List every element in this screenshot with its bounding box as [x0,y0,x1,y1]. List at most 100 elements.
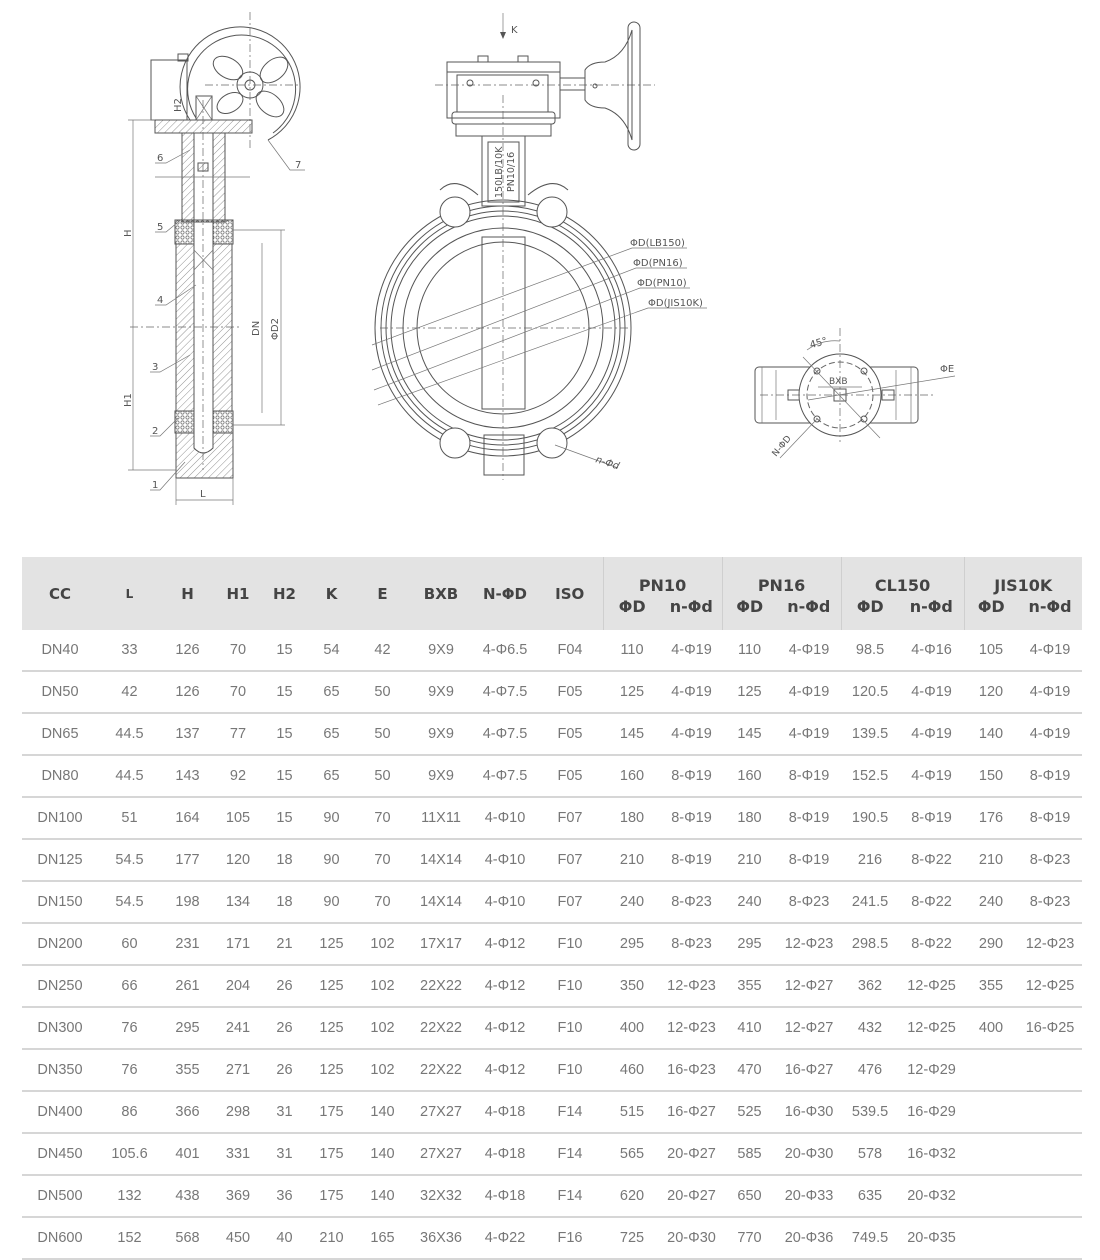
table-cell: 298 [214,1091,262,1134]
table-cell: 42 [98,671,161,714]
table-cell: 4-Φ19 [777,630,842,672]
table-cell: 8-Φ22 [899,839,965,882]
table-cell: 22X22 [409,1049,473,1092]
handwheel-rim [179,26,301,141]
table-cell: F07 [537,839,603,882]
header-h2: H2 [262,557,307,630]
top-view-drawing: 45° BXB ΦE N-ΦD [754,328,956,459]
table-cell: 568 [161,1217,214,1260]
table-cell: 27X27 [409,1133,473,1176]
subheader-cl150-nd: n-Φd [899,595,965,630]
table-cell: 12-Φ27 [777,1007,842,1050]
table-cell: 20-Φ32 [899,1175,965,1218]
table-cell: 125 [307,923,356,966]
table-cell: 11X11 [409,797,473,840]
table-row: DN50 42 126 70 15 65 50 9X9 4-Φ7.5 F05 125 4-Φ19 125… [22,671,1083,714]
table-cell: DN65 [22,713,98,756]
table-cell: 4-Φ19 [899,671,965,714]
table-cell: 400 [964,1007,1019,1050]
table-cell: 401 [161,1133,214,1176]
label-d2: ΦD2 [270,318,281,340]
table-row: DN300 76 295 241 26 125 102 22X22 4-Φ12 F10 400 12-… [22,1007,1083,1050]
table-cell: 9X9 [409,630,473,672]
table-cell: 180 [722,797,778,840]
table-cell: 261 [161,965,214,1008]
table-cell: 21 [262,923,307,966]
table-cell: 578 [841,1133,900,1176]
table-cell: F05 [537,671,603,714]
table-cell: F10 [537,923,603,966]
table-cell: 4-Φ16 [899,630,965,672]
table-cell: 650 [722,1175,778,1218]
table-cell: 4-Φ10 [473,881,537,924]
table-cell: 120.5 [841,671,900,714]
table-cell: 240 [722,881,778,924]
header-h1: H1 [214,557,262,630]
table-cell: 102 [356,923,409,966]
table-cell: 362 [841,965,900,1008]
table-cell: 16-Φ27 [661,1091,723,1134]
subheader-pn16-d: ΦD [721,595,778,630]
table-cell: 105 [214,797,262,840]
table-cell: 70 [356,881,409,924]
table-cell: 4-Φ10 [473,839,537,882]
table-row: DN400 86 366 298 31 175 140 27X27 4-Φ18 F14 515 16-… [22,1091,1083,1134]
label-part-4: 4 [157,295,163,306]
table-cell: 160 [603,755,661,798]
table-cell: 32X32 [409,1175,473,1218]
table-cell [964,1049,1019,1092]
label-e: ΦE [940,364,954,375]
table-cell: F07 [537,881,603,924]
table-cell: 12-Φ23 [777,923,842,966]
table-cell: 40 [262,1217,307,1260]
table-cell: 110 [722,630,778,672]
table-cell: 4-Φ19 [1018,713,1083,756]
table-cell: 140 [356,1133,409,1176]
table-cell: 4-Φ19 [777,713,842,756]
subheader-pn10-nd: n-Φd [661,595,723,630]
table-cell: F10 [537,1007,603,1050]
subheader-pn10-d: ΦD [602,595,661,630]
table-cell: 90 [307,839,356,882]
label-45-deg: 45° [809,336,829,351]
table-cell: F14 [537,1133,603,1176]
table-cell: 120 [964,671,1019,714]
table-cell: 350 [603,965,661,1008]
table-cell: 18 [262,881,307,924]
table-cell: 176 [964,797,1019,840]
table-cell: 4-Φ7.5 [473,755,537,798]
table-row: DN40 33 126 70 15 54 42 9X9 4-Φ6.5 F04 110 4-Φ19 110… [22,630,1083,672]
table-cell: 539.5 [841,1091,900,1134]
table-cell: 770 [722,1217,778,1260]
table-cell: 120 [214,839,262,882]
table-cell: 140 [356,1175,409,1218]
header-h: H [161,557,214,630]
table-cell: 14X14 [409,839,473,882]
table-cell: 125 [307,1049,356,1092]
table-cell: 725 [603,1217,661,1260]
table-cell: 15 [262,797,307,840]
table-cell: 4-Φ19 [899,755,965,798]
table-cell: 271 [214,1049,262,1092]
table-cell: 139.5 [841,713,900,756]
table-cell: 8-Φ19 [661,755,723,798]
table-cell: 145 [603,713,661,756]
table-cell: 102 [356,1049,409,1092]
table-cell: 26 [262,965,307,1008]
table-cell: 134 [214,881,262,924]
table-cell: 8-Φ22 [899,923,965,966]
table-cell: 132 [98,1175,161,1218]
table-cell: 4-Φ19 [661,713,723,756]
table-cell: 12-Φ25 [899,965,965,1008]
table-cell: 54.5 [98,839,161,882]
stamp-pn10-16: PN10/16 [506,152,517,192]
table-cell: 22X22 [409,965,473,1008]
table-cell: 33 [98,630,161,672]
table-cell: 102 [356,965,409,1008]
table-cell: 295 [161,1007,214,1050]
table-cell: 31 [262,1091,307,1134]
table-cell: 4-Φ19 [1018,671,1083,714]
table-cell: 4-Φ19 [661,671,723,714]
table-cell: 16-Φ29 [899,1091,965,1134]
table-cell: 177 [161,839,214,882]
